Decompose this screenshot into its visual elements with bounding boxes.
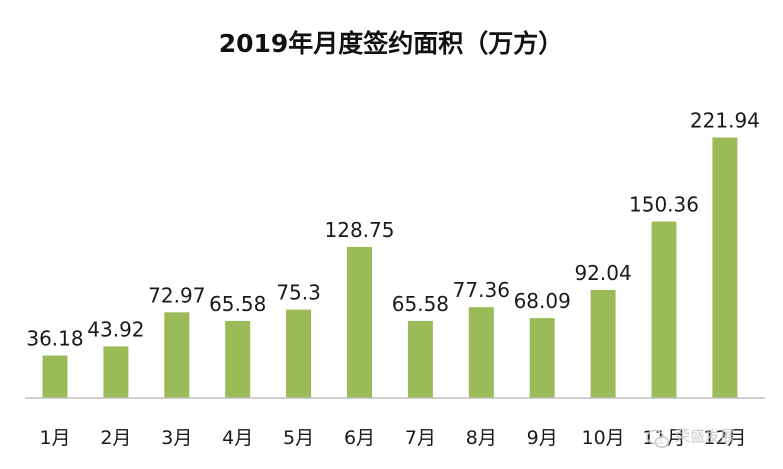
data-label-5: 75.3 <box>276 281 321 305</box>
data-label-2: 43.92 <box>87 317 144 341</box>
x-tick-label-3: 3月 <box>161 427 192 449</box>
bar-9 <box>529 318 555 398</box>
bar-3 <box>164 312 190 398</box>
bar-6 <box>347 246 372 398</box>
bar-12 <box>712 137 738 398</box>
x-tick-label-10: 10月 <box>582 427 625 449</box>
bar-11 <box>651 221 677 398</box>
x-tick-label-4: 4月 <box>222 427 253 449</box>
bar-8 <box>468 307 494 398</box>
x-tick-label-5: 5月 <box>283 427 314 449</box>
data-label-12: 221.94 <box>690 109 760 133</box>
data-label-6: 128.75 <box>325 218 395 242</box>
x-tick-label-8: 8月 <box>466 427 497 449</box>
data-label-1: 36.18 <box>26 327 83 351</box>
x-tick-label-6: 6月 <box>344 427 375 449</box>
chart-title: 2019年月度签约面积（万方） <box>219 29 564 58</box>
x-tick-label-7: 7月 <box>405 427 436 449</box>
bar-10 <box>590 290 616 398</box>
bar-1 <box>42 355 68 398</box>
x-tick-label-9: 9月 <box>527 427 558 449</box>
data-label-9: 68.09 <box>514 289 571 313</box>
x-tick-label-1: 1月 <box>39 427 70 449</box>
bars-layer <box>42 137 738 398</box>
bar-4 <box>225 321 251 398</box>
bar-7 <box>407 321 433 398</box>
data-label-11: 150.36 <box>629 193 699 217</box>
x-tick-label-2: 2月 <box>100 427 131 449</box>
data-label-10: 92.04 <box>574 261 631 285</box>
watermark-text: 荣盛发展 <box>675 427 735 445</box>
bar-5 <box>286 309 312 398</box>
data-label-3: 72.97 <box>148 283 205 307</box>
x-tick-labels-layer: 1月2月3月4月5月6月7月8月9月10月11月12月 <box>39 427 746 449</box>
bar-2 <box>103 346 129 398</box>
data-label-7: 65.58 <box>392 292 449 316</box>
wechat-icon <box>646 429 670 448</box>
watermark: 荣盛发展 <box>646 427 735 448</box>
x-tick-label-12: 12月 <box>703 427 746 449</box>
data-label-8: 77.36 <box>453 278 510 302</box>
data-label-4: 65.58 <box>209 292 266 316</box>
